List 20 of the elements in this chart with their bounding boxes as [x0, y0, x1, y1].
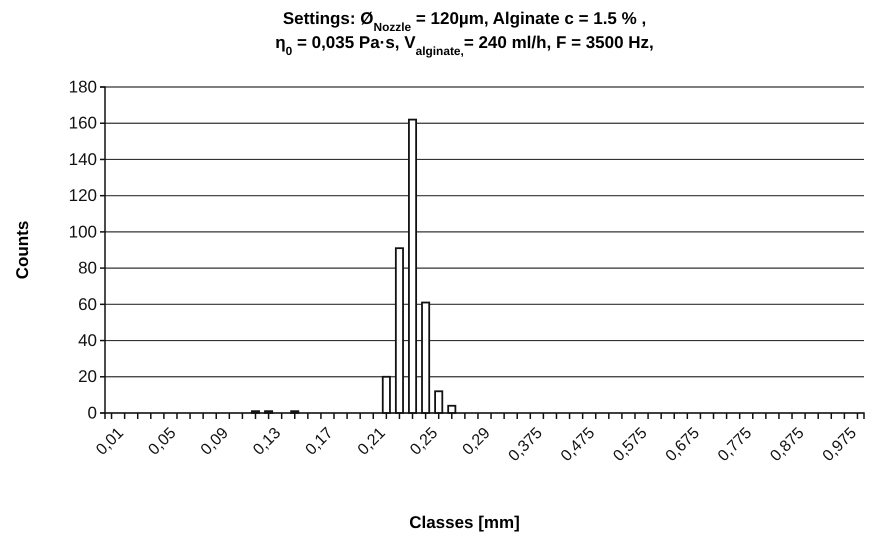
y-tick-label: 160	[68, 114, 97, 133]
y-tick-label: 100	[68, 222, 97, 242]
x-tick-label: 0,29	[460, 424, 494, 459]
y-tick-label: 20	[78, 367, 97, 386]
y-tick-label: 40	[78, 330, 97, 350]
x-tick-label: 0,05	[145, 424, 180, 459]
y-tick-label: 0	[88, 403, 97, 422]
y-tick-label: 180	[68, 77, 97, 96]
x-tick-label: 0,01	[93, 424, 128, 459]
x-axis-title: Classes [mm]	[409, 513, 520, 532]
y-axis-title: Counts	[13, 220, 32, 280]
chart-title: Settings: Ø$_{Nozzle}$ = 120µm, Alginate c = 1.5 % , η$_{0}$ = 0,035 Pa·s, V$_{alginate,}$= 240 ml/h, F = 3500 Hz,	[275, 9, 654, 58]
x-tick-label: 0,09	[198, 424, 232, 459]
y-tick-label: 140	[68, 150, 97, 169]
x-tick-label: 0,21	[354, 424, 389, 459]
y-tick-label: 120	[68, 186, 97, 206]
y-tick-label: 60	[78, 294, 97, 314]
x-tick-label: 0,25	[407, 424, 442, 459]
x-tick-label: 0,13	[250, 424, 284, 459]
y-tick-label: 80	[78, 258, 97, 278]
